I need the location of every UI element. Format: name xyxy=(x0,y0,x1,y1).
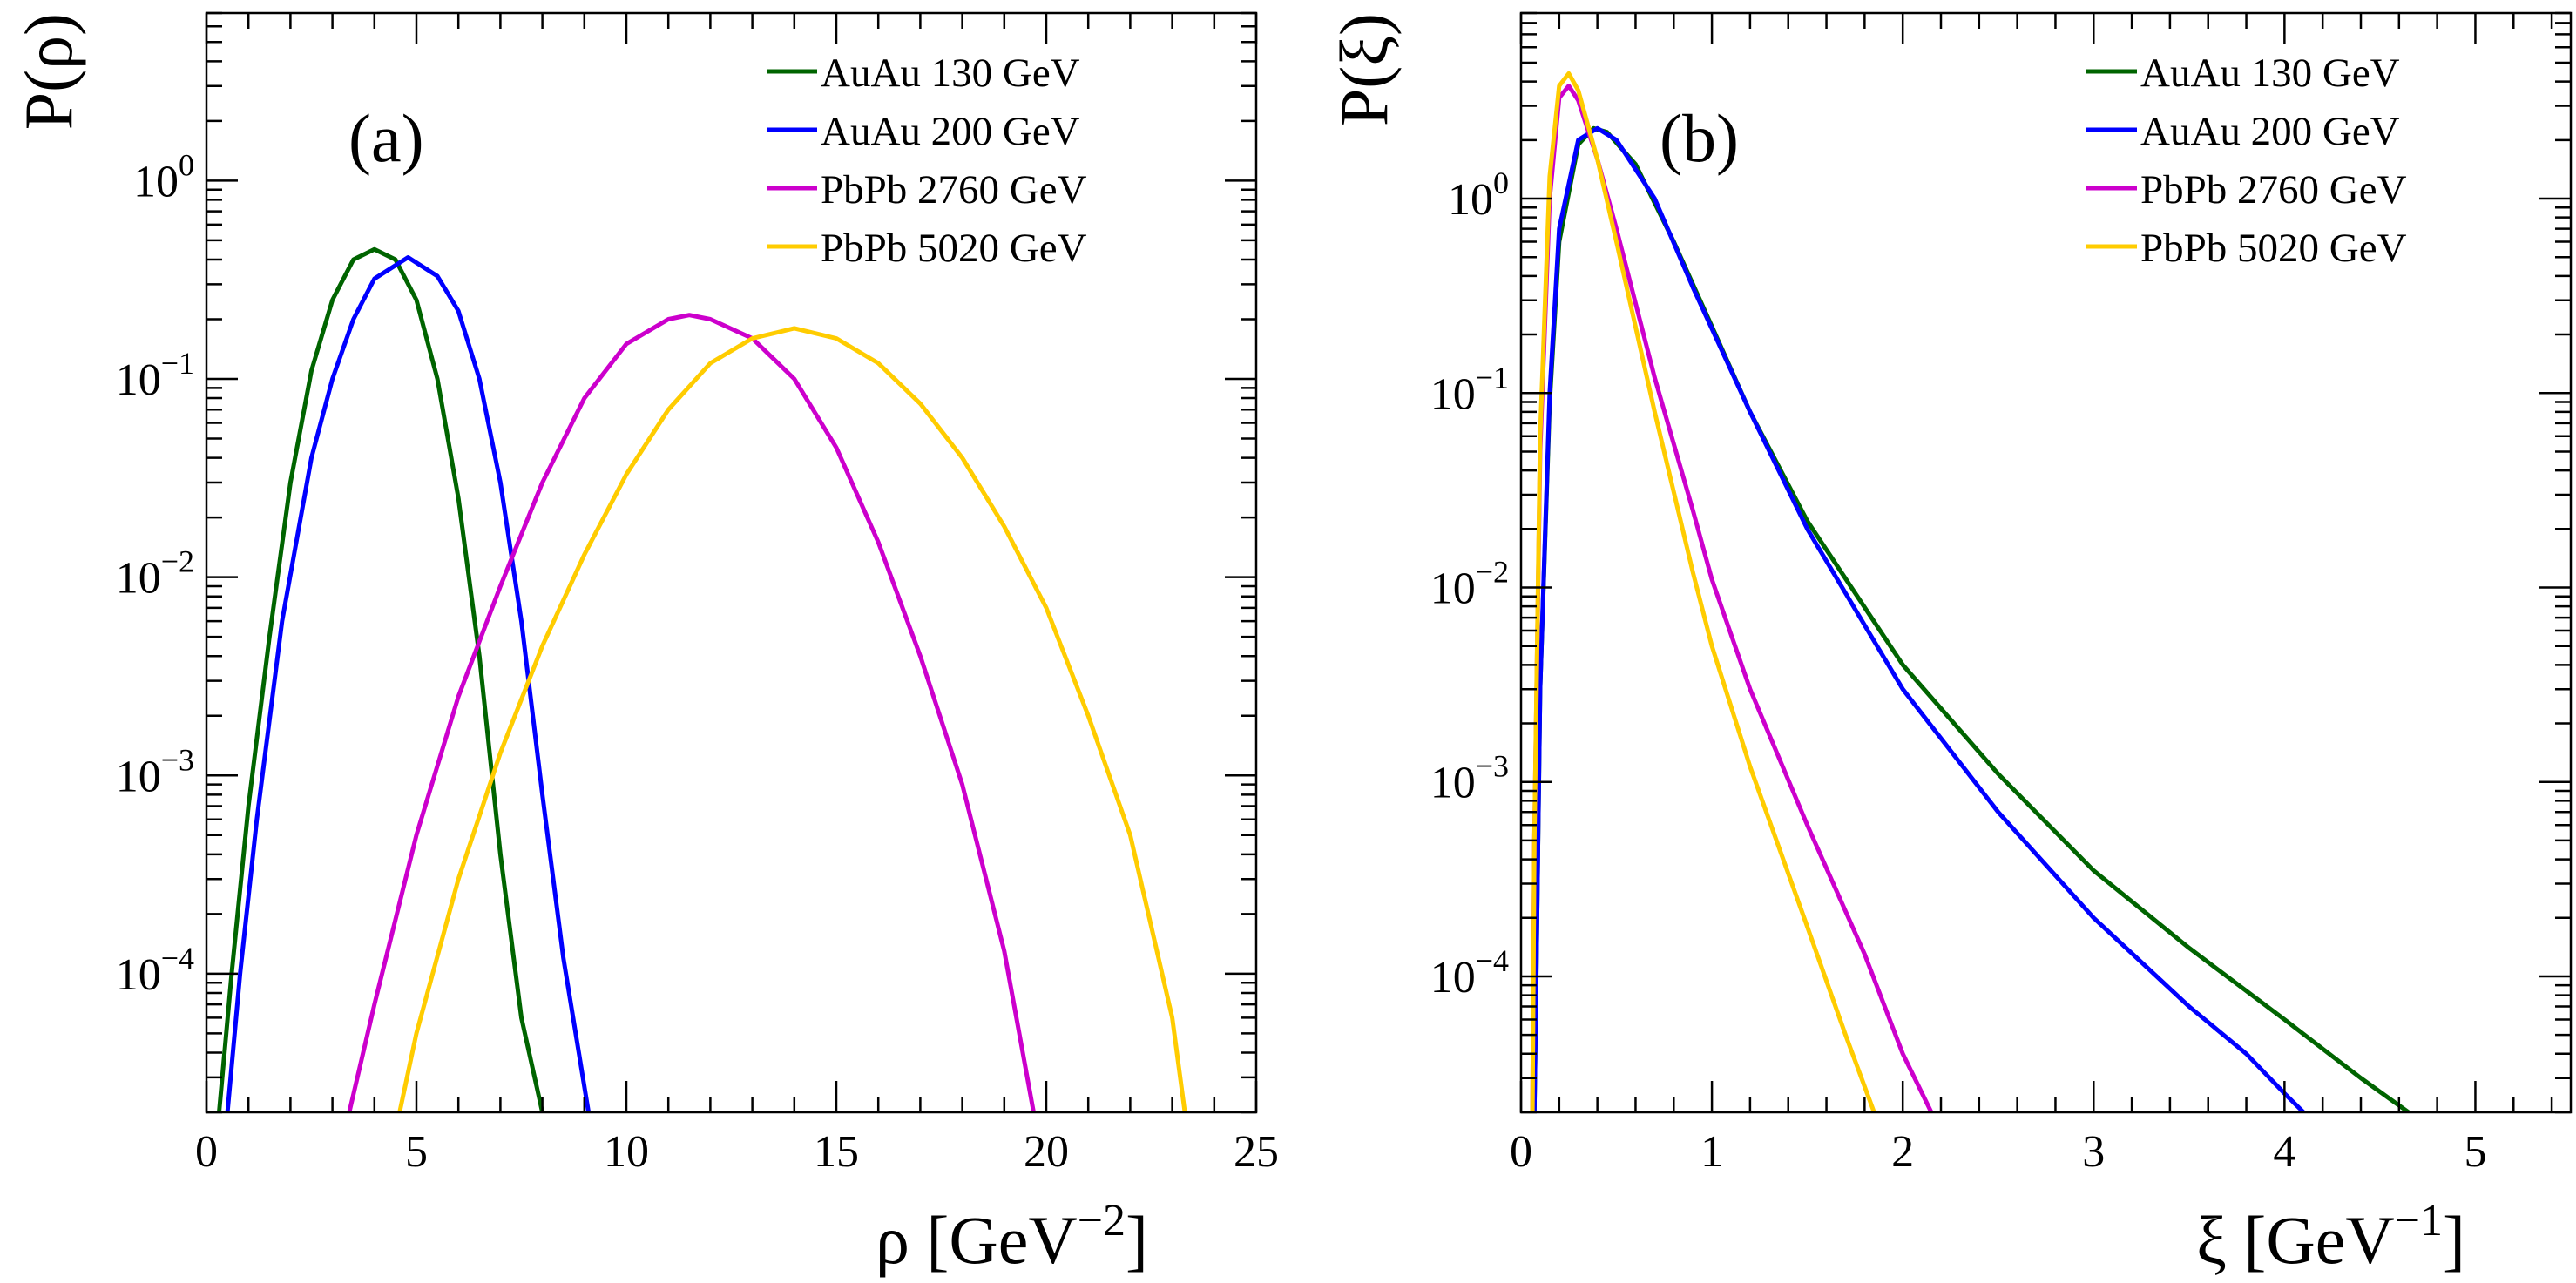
x-tick-label: 2 xyxy=(1891,1127,1914,1177)
x-tick-label: 15 xyxy=(814,1127,859,1177)
x-tick-label: 20 xyxy=(1024,1127,1069,1177)
panel-a-legend: AuAu 130 GeV AuAu 200 GeV PbPb 2760 GeV PbP… xyxy=(767,51,1087,271)
panel-b-frame xyxy=(1519,11,2573,1114)
y-tick-label: 10−4 xyxy=(116,941,194,1000)
x-tick-label: 0 xyxy=(1510,1127,1532,1177)
panel-a: 0 5 10 15 20 25 10−4 10−3 10−2 10−1 100 (a) ρ [GeV… xyxy=(10,11,1279,1278)
x-tick-label: 0 xyxy=(195,1127,218,1177)
legend-entry-pbpb-5020-gev: PbPb 5020 GeV xyxy=(2140,226,2407,271)
series-pbpb-5020-gev-line xyxy=(397,326,1187,1112)
series-auau-130-gev-line xyxy=(217,246,545,1112)
y-tick-label: 10−1 xyxy=(116,346,194,405)
panel-b-tick-labels: 0 1 2 3 4 5 10−4 10−3 10−2 10−1 100 xyxy=(1430,165,2487,1177)
panel-a-x-axis-title: ρ [GeV−2] xyxy=(876,1196,1148,1278)
panel-a-label: (a) xyxy=(348,100,424,176)
legend-entry-auau-130-gev: AuAu 130 GeV xyxy=(2140,51,2400,96)
panel-b-legend: AuAu 130 GeV AuAu 200 GeV PbPb 2760 GeV PbP… xyxy=(2086,51,2407,271)
panel-b-x-axis-title: ξ [GeV−1] xyxy=(2196,1196,2465,1278)
legend-entry-auau-130-gev: AuAu 130 GeV xyxy=(821,51,1080,96)
x-tick-label: 10 xyxy=(604,1127,649,1177)
panel-b-label: (b) xyxy=(1660,100,1739,176)
panel-b-y-axis-title: P(ξ) xyxy=(1326,13,1402,126)
panel-b-curves xyxy=(1530,71,2410,1112)
y-tick-label: 10−1 xyxy=(1430,360,1509,419)
legend-entry-auau-200-gev: AuAu 200 GeV xyxy=(2140,109,2400,154)
y-tick-label: 100 xyxy=(133,147,194,206)
panel-a-curves xyxy=(217,246,1187,1112)
legend-entry-pbpb-2760-gev: PbPb 2760 GeV xyxy=(821,167,1087,213)
y-tick-label: 10−2 xyxy=(116,544,194,604)
panel-a-frame xyxy=(205,11,1258,1114)
y-tick-label: 10−2 xyxy=(1430,554,1509,613)
x-tick-label: 1 xyxy=(1700,1127,1723,1177)
y-tick-label: 10−4 xyxy=(1430,943,1509,1003)
x-tick-label: 5 xyxy=(405,1127,428,1177)
legend-entry-pbpb-5020-gev: PbPb 5020 GeV xyxy=(821,226,1087,271)
legend-entry-auau-200-gev: AuAu 200 GeV xyxy=(821,109,1080,154)
series-pbpb-2760-gev-line xyxy=(347,313,1036,1112)
x-tick-label: 3 xyxy=(2082,1127,2105,1177)
x-tick-label: 25 xyxy=(1234,1127,1279,1177)
series-pbpb-5020-gev-line xyxy=(1530,71,1876,1112)
y-tick-label: 100 xyxy=(1448,165,1509,225)
panel-b-ticks xyxy=(1519,11,2571,1114)
y-tick-label: 10−3 xyxy=(1430,749,1509,808)
legend-entry-pbpb-2760-gev: PbPb 2760 GeV xyxy=(2140,167,2407,213)
panel-a-ticks xyxy=(205,11,1258,1114)
x-tick-label: 4 xyxy=(2273,1127,2295,1177)
panel-a-y-axis-title: P(ρ) xyxy=(10,13,86,130)
x-tick-label: 5 xyxy=(2464,1127,2486,1177)
y-tick-label: 10−3 xyxy=(116,742,194,801)
panel-a-tick-labels: 0 5 10 15 20 25 10−4 10−3 10−2 10−1 100 xyxy=(116,147,1279,1177)
